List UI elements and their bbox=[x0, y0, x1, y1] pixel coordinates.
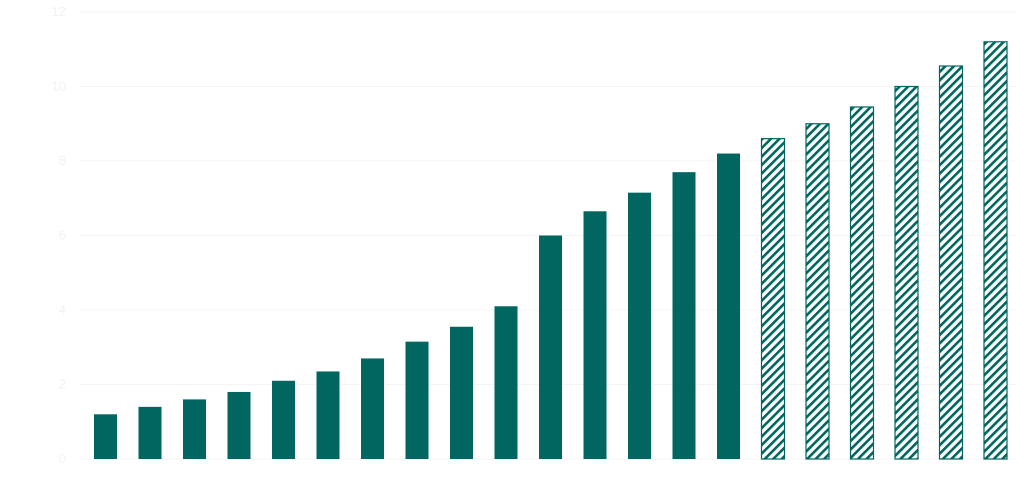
bar-projected bbox=[805, 123, 830, 460]
bar-actual bbox=[361, 358, 384, 459]
bar-actual bbox=[138, 406, 162, 459]
y-tick-label: 0 bbox=[59, 451, 66, 466]
bar-actual bbox=[183, 399, 206, 459]
bar-projected bbox=[760, 138, 786, 460]
bar-projected bbox=[938, 65, 964, 460]
y-tick-label: 8 bbox=[59, 153, 66, 168]
bar-actual bbox=[272, 380, 295, 459]
bar-actual bbox=[227, 391, 251, 459]
bar-actual bbox=[717, 153, 740, 460]
bar-actual bbox=[450, 326, 473, 459]
bars bbox=[94, 41, 1008, 460]
bar-actual bbox=[672, 172, 696, 460]
y-tick-label: 6 bbox=[59, 228, 66, 243]
bar-actual bbox=[539, 235, 562, 459]
bar-projected bbox=[849, 106, 875, 460]
y-tick-label: 2 bbox=[59, 377, 66, 392]
bar-actual bbox=[405, 341, 429, 459]
y-tick-label: 12 bbox=[52, 4, 66, 19]
bar-actual bbox=[583, 211, 607, 459]
bar-actual bbox=[94, 414, 117, 459]
bar-actual bbox=[494, 306, 518, 459]
y-tick-label: 10 bbox=[52, 79, 66, 94]
bar-projected bbox=[983, 41, 1008, 460]
y-axis-ticks: 0 2 4 6 8 10 12 bbox=[52, 4, 66, 466]
y-tick-label: 4 bbox=[59, 302, 66, 317]
bar-projected bbox=[894, 85, 919, 460]
bar-actual bbox=[628, 192, 651, 459]
bar-actual bbox=[316, 371, 340, 459]
